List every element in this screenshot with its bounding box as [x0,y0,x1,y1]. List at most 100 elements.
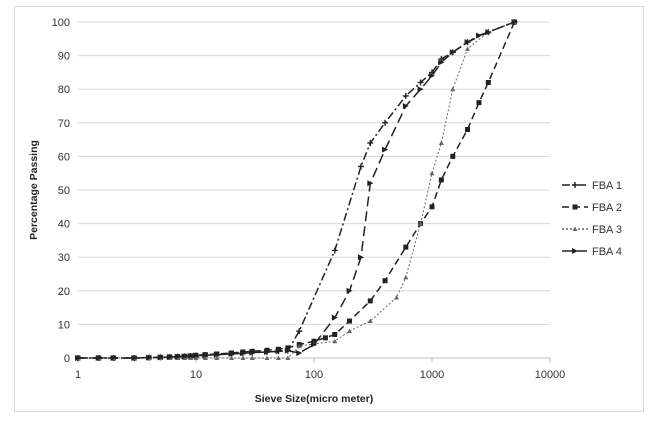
data-point [367,298,373,304]
data-point [264,348,271,355]
data-point [296,343,302,349]
legend-label: FBA 1 [592,180,622,192]
data-point [239,350,246,357]
x-axis-ticks: 1 10 100 1000 10000 [75,358,565,381]
data-point [285,345,291,351]
legend-entry-2: FBA 2 [562,202,622,214]
data-point [188,355,194,360]
y-tick-label: 20 [58,286,70,298]
y-tick-label: 60 [58,151,70,163]
data-point [450,153,456,159]
data-point [464,39,471,46]
data-point [131,355,138,361]
data-point [296,328,303,335]
data-point [476,100,482,106]
data-point [465,127,471,133]
data-point [465,46,471,51]
data-point [367,318,373,324]
y-tick-label: 80 [58,84,70,96]
data-point [187,352,194,359]
data-point [429,72,435,79]
data-point [249,355,255,360]
data-point [417,86,424,93]
x-axis-title: Sieve Size(micro meter) [255,393,373,405]
data-point [475,32,482,39]
data-point [485,29,492,36]
y-tick-label: 50 [58,185,70,197]
data-point [382,119,389,126]
data-point [367,180,374,187]
data-point [228,350,235,357]
series-4 [75,19,518,361]
data-point [275,346,281,352]
data-point [417,79,424,86]
x-tick-label: 1 [75,369,81,381]
data-point [485,79,491,85]
data-point [449,49,456,56]
data-point [418,221,424,226]
data-point [347,328,353,334]
legend-entry-3: FBA 3 [562,224,622,236]
data-point [331,247,338,254]
legend-entry-4: FBA 4 [562,246,622,258]
y-tick-label: 90 [58,51,70,63]
data-point [393,295,399,300]
data-point [382,278,388,284]
data-point [322,335,328,341]
data-point [357,163,364,170]
x-tick-label: 1000 [420,369,444,381]
data-point [402,103,409,109]
legend-entry-1: FBA 1 [562,180,622,192]
data-point [240,355,246,360]
data-point [311,341,317,348]
legend-marker [572,182,578,188]
y-axis-ticks: 0 10 20 30 40 50 60 70 80 90 100 [52,17,70,365]
legend-marker [572,248,578,254]
data-point [367,139,374,146]
data-point [296,349,303,356]
data-point [450,86,456,92]
data-point [331,314,338,321]
legend-marker [572,204,578,210]
data-point [438,140,444,145]
data-point [438,177,444,183]
data-point [213,351,220,358]
data-point [110,355,117,361]
data-point [357,254,364,261]
y-tick-label: 30 [58,252,70,264]
data-point [382,146,389,153]
legend-label: FBA 4 [592,246,622,258]
data-point [166,353,173,360]
legend-marker [572,226,578,231]
data-point [511,19,518,25]
data-point [264,355,270,360]
data-point [146,354,153,361]
chart-frame: 0 10 20 30 40 50 60 70 80 90 100 1 10 100 1000 10000 P… [14,6,644,412]
data-point [229,355,235,360]
data-point [438,59,445,66]
data-point [285,355,291,360]
x-tick-label: 100 [305,369,323,381]
legend: FBA 1 FBA 2 FBA 3 FBA 4 [562,180,622,258]
y-tick-label: 100 [52,17,70,29]
data-point [275,348,282,355]
data-point [193,352,199,359]
y-tick-label: 40 [58,219,70,231]
data-point [346,287,353,294]
legend-label: FBA 3 [592,224,622,236]
y-axis-title: Percentage Passing [28,140,40,240]
y-tick-label: 0 [64,353,70,365]
data-point [347,318,353,324]
data-point [181,353,188,360]
y-tick-label: 10 [58,319,70,331]
data-point [311,338,317,344]
data-point [95,355,102,361]
data-point [429,170,435,176]
data-point [429,204,435,210]
series-group [75,19,518,361]
data-point [214,355,220,360]
data-point [403,274,409,280]
legend-label: FBA 2 [592,202,622,214]
data-point [332,338,338,344]
